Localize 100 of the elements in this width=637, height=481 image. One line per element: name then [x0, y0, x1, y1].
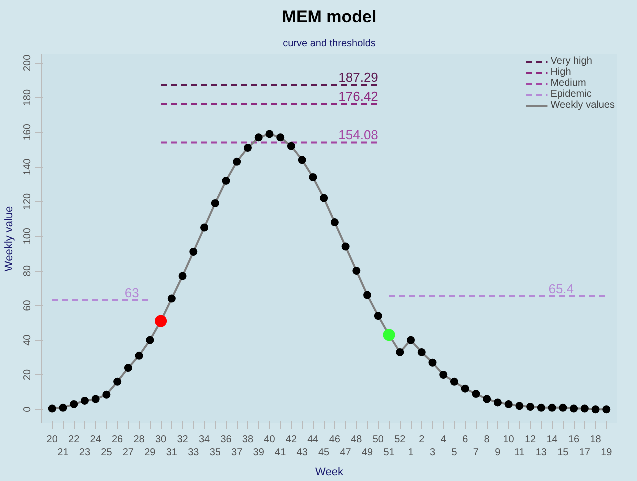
point [276, 134, 285, 142]
point [309, 174, 318, 182]
x-tick-label: 39 [253, 448, 265, 459]
x-tick-label: 24 [90, 434, 102, 446]
x-tick-label: 30 [155, 434, 168, 446]
x-tick-label: 3 [430, 448, 436, 459]
data-label: 187.29 [338, 70, 378, 86]
x-axis-title: Week [316, 466, 344, 479]
x-tick-label: 2 [419, 434, 426, 446]
x-tick-label: 52 [394, 434, 406, 446]
point [320, 194, 328, 202]
point [548, 404, 556, 412]
y-tick-label: 160 [22, 124, 34, 141]
x-tick-label: 26 [112, 434, 124, 446]
point [233, 158, 242, 166]
point [364, 291, 372, 300]
point [200, 224, 209, 232]
point [602, 406, 611, 414]
x-tick-label: 37 [232, 448, 244, 459]
point [168, 294, 176, 303]
point [211, 199, 220, 208]
x-tick-label: 23 [79, 448, 91, 459]
point [59, 404, 68, 412]
y-tick-label: 20 [22, 368, 34, 381]
x-tick-label: 9 [495, 448, 502, 459]
point [494, 398, 502, 407]
x-tick-label: 29 [144, 448, 156, 459]
x-tick-label: 22 [68, 434, 80, 446]
x-tick-label: 8 [484, 434, 490, 446]
x-tick-label: 33 [188, 448, 200, 459]
x-tick-label: 4 [440, 434, 447, 446]
y-tick-label: 200 [22, 54, 34, 72]
y-tick-label: 60 [22, 300, 34, 312]
y-axis-title: Weekly value [4, 206, 16, 272]
point [146, 336, 154, 344]
point [155, 315, 168, 328]
x-tick-label: 17 [579, 448, 591, 459]
x-tick-label: 34 [198, 434, 211, 446]
x-tick-label: 19 [601, 448, 613, 459]
point [407, 336, 416, 344]
point [190, 248, 198, 256]
point [102, 390, 111, 399]
data-label: 176.42 [338, 89, 378, 104]
x-tick-label: 28 [134, 434, 146, 446]
y-tick-label: 80 [22, 265, 34, 277]
y-tick-label: 120 [22, 192, 34, 210]
point [330, 218, 339, 227]
point [266, 130, 274, 138]
x-tick-label: 25 [101, 448, 113, 459]
data-label: 63 [124, 286, 140, 300]
point [450, 378, 458, 386]
data-label: 65.4 [548, 281, 574, 296]
x-tick-label: 18 [590, 434, 602, 446]
point [342, 242, 350, 251]
chart-title: MEM model [282, 8, 377, 26]
point [70, 400, 78, 408]
point [124, 364, 132, 372]
x-tick-label: 43 [296, 448, 308, 459]
x-tick-label: 32 [177, 434, 189, 446]
x-tick-label: 38 [242, 434, 254, 446]
x-tick-label: 14 [546, 434, 558, 446]
point [114, 378, 122, 386]
legend-label: High [550, 67, 572, 78]
x-tick-label: 45 [318, 448, 330, 459]
y-tick-label: 140 [22, 158, 34, 176]
point [483, 395, 492, 404]
x-tick-label: 20 [46, 434, 58, 446]
x-tick-label: 44 [308, 434, 320, 446]
x-tick-label: 49 [362, 448, 374, 459]
x-tick-label: 50 [372, 434, 384, 446]
legend-label: Medium [550, 78, 586, 89]
point [418, 348, 426, 356]
x-tick-label: 7 [473, 448, 480, 459]
point [254, 134, 263, 142]
point [80, 396, 89, 405]
x-tick-label: 31 [166, 448, 178, 459]
x-tick-label: 27 [122, 448, 134, 459]
x-tick-label: 13 [536, 448, 548, 459]
x-tick-label: 46 [329, 434, 341, 446]
point [472, 390, 480, 398]
x-tick-label: 12 [524, 434, 537, 446]
point [559, 404, 568, 412]
point [352, 267, 361, 276]
y-tick-label: 100 [22, 228, 34, 245]
legend-label: Weekly values [550, 100, 615, 111]
point [461, 384, 470, 393]
point [580, 404, 589, 413]
chart-subtitle: curve and thresholds [283, 38, 376, 50]
point [526, 403, 535, 412]
x-tick-label: 10 [503, 434, 515, 446]
point [383, 329, 396, 342]
point [428, 358, 437, 367]
x-tick-label: 1 [408, 448, 414, 459]
point [374, 312, 382, 320]
point [592, 406, 600, 414]
x-tick-label: 47 [340, 448, 352, 459]
point [396, 348, 404, 356]
x-tick-label: 41 [275, 448, 287, 459]
point [222, 176, 230, 185]
legend-label: Very high [550, 56, 592, 67]
